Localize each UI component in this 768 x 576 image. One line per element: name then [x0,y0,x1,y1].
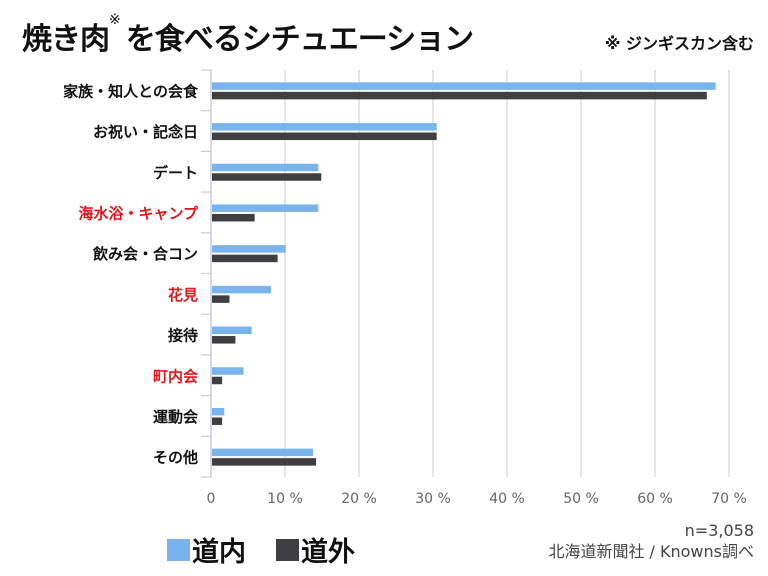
x-tick-label: 0 [207,491,216,507]
legend-item-domestic: 道内 [167,530,246,569]
x-tick-label: 40 % [489,491,525,507]
bar-domestic [212,204,319,212]
y-axis [201,69,212,478]
x-tick-label: 50 % [563,491,599,507]
bar-outside [212,336,236,344]
category-label: その他 [153,449,198,467]
x-tick-labels: 0 10 % 20 % 30 % 40 % 50 % 60 % 70 % [207,491,747,507]
footnote-note: ※ ジンギスカン含む [604,34,754,53]
category-label: 海水浴・キャンプ [78,204,199,222]
grid-lines [284,70,730,477]
category-label: デート [153,164,198,182]
category-label: 町内会 [153,367,198,385]
bar-outside [212,91,707,100]
bar-domestic [212,285,271,294]
x-tick-label: 70 % [711,491,747,507]
x-tick-label: 60 % [637,491,673,507]
legend-swatch-outside [276,538,299,561]
bars [212,82,716,466]
source-block: n=3,058 北海道新聞社 / Knowns調べ [548,520,754,562]
category-labels: 家族・知人との会食お祝い・記念日デート海水浴・キャンプ飲み会・合コン花見接待町内… [63,82,199,466]
legend-item-outside: 道外 [276,530,355,569]
bar-domestic [212,163,319,172]
title-rest: を食べるシチュエーション [125,22,474,57]
bar-outside [212,458,317,466]
bar-domestic [212,407,225,416]
category-label: 運動会 [153,408,198,426]
x-tick-label: 30 % [415,491,451,507]
bar-outside [212,254,278,263]
category-label: 接待 [168,327,198,345]
legend-label-outside: 道外 [301,537,355,568]
category-label: 家族・知人との会食 [63,82,199,100]
bar-domestic [212,326,252,335]
bar-outside [212,173,322,181]
title-main: 焼き肉 [22,22,110,57]
x-tick-label: 10 % [267,491,303,507]
bar-domestic [212,367,244,375]
category-label: お祝い・記念日 [93,123,198,141]
category-label: 花見 [168,286,198,304]
bar-domestic [212,82,716,90]
bar-outside [212,295,230,303]
sample-size: n=3,058 [684,521,754,540]
bar-domestic [212,245,286,253]
chart-title: 焼き肉※を食べるシチュエーション [22,12,474,58]
legend-swatch-domestic [167,538,190,561]
bar-outside [212,417,223,425]
bar-outside [212,132,437,141]
bar-domestic [212,448,314,457]
source-credit: 北海道新聞社 / Knowns調べ [548,542,754,561]
category-label: 飲み会・合コン [92,245,198,263]
legend-label-domestic: 道内 [192,537,246,568]
title-footnote-mark: ※ [109,12,121,28]
bar-domestic [212,123,437,131]
bar-outside [212,213,255,222]
legend: 道内 道外 [167,530,355,569]
x-tick-label: 20 % [341,491,377,507]
bar-outside [212,376,223,385]
